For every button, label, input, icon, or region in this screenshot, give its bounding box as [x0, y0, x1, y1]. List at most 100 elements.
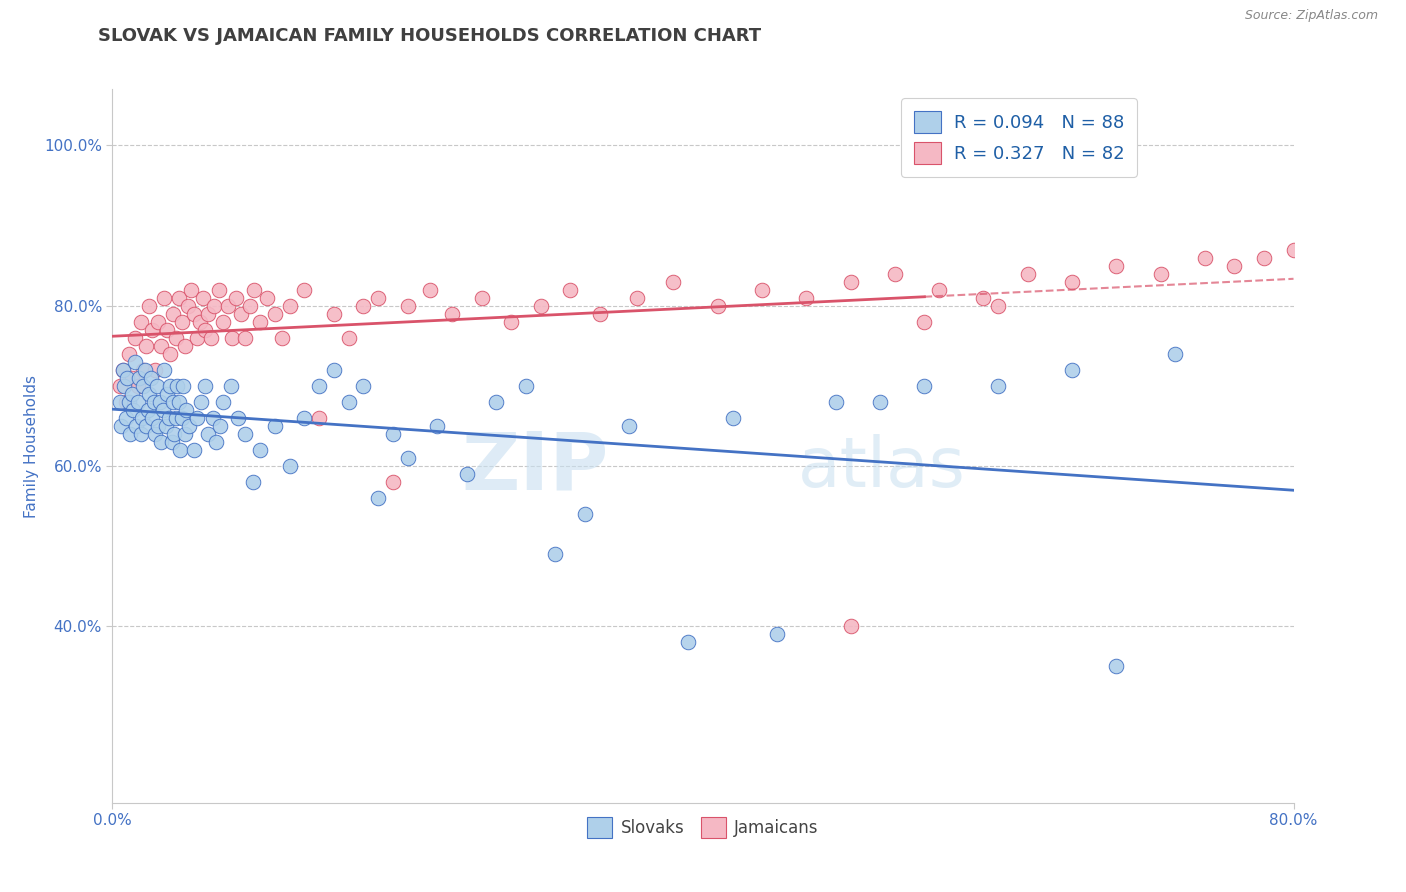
Point: [125, 419, 148, 434]
Point: [167, 395, 190, 409]
Point: [183, 442, 205, 457]
Point: [217, 299, 239, 313]
Point: [367, 291, 389, 305]
Point: [323, 363, 346, 377]
Point: [128, 371, 150, 385]
Point: [249, 315, 271, 329]
Point: [150, 435, 173, 450]
Point: [124, 331, 146, 345]
Point: [108, 379, 131, 393]
Point: [323, 307, 346, 321]
Point: [170, 411, 193, 425]
Point: [1282, 243, 1305, 257]
Point: [138, 299, 160, 313]
Point: [110, 419, 132, 434]
Point: [766, 627, 789, 641]
Point: [177, 299, 200, 313]
Point: [456, 467, 478, 481]
Point: [202, 299, 225, 313]
Point: [160, 435, 183, 450]
Point: [249, 442, 271, 457]
Point: [197, 427, 219, 442]
Text: SLOVAK VS JAMAICAN FAMILY HOUSEHOLDS CORRELATION CHART: SLOVAK VS JAMAICAN FAMILY HOUSEHOLDS COR…: [98, 27, 762, 45]
Point: [212, 395, 235, 409]
Point: [156, 323, 179, 337]
Point: [120, 427, 142, 442]
Point: [209, 419, 232, 434]
Point: [308, 379, 330, 393]
Point: [292, 411, 315, 425]
Point: [973, 291, 995, 305]
Point: [157, 411, 180, 425]
Point: [155, 419, 177, 434]
Point: [796, 291, 818, 305]
Point: [441, 307, 464, 321]
Point: [239, 299, 262, 313]
Point: [150, 339, 173, 353]
Point: [186, 411, 208, 425]
Point: [174, 403, 197, 417]
Point: [129, 427, 152, 442]
Point: [167, 291, 190, 305]
Point: [382, 475, 405, 489]
Point: [529, 299, 551, 313]
Point: [264, 307, 287, 321]
Point: [226, 411, 249, 425]
Point: [1150, 267, 1173, 281]
Point: [153, 363, 176, 377]
Point: [229, 307, 252, 321]
Point: [987, 379, 1010, 393]
Point: [111, 363, 134, 377]
Point: [308, 411, 330, 425]
Point: [212, 315, 235, 329]
Point: [485, 395, 508, 409]
Point: [292, 283, 315, 297]
Point: [751, 283, 773, 297]
Point: [1223, 259, 1246, 273]
Point: [152, 403, 174, 417]
Point: [165, 331, 187, 345]
Point: [914, 379, 936, 393]
Point: [111, 363, 134, 377]
Point: [194, 323, 217, 337]
Point: [159, 379, 181, 393]
Point: [470, 291, 494, 305]
Point: [271, 331, 294, 345]
Point: [131, 411, 153, 425]
Point: [146, 379, 169, 393]
Point: [928, 283, 950, 297]
Legend: Slovaks, Jamaicans: Slovaks, Jamaicans: [581, 811, 825, 845]
Point: [278, 299, 301, 313]
Point: [1062, 363, 1084, 377]
Point: [337, 331, 360, 345]
Point: [114, 395, 136, 409]
Point: [869, 395, 891, 409]
Point: [721, 411, 744, 425]
Point: [256, 291, 278, 305]
Point: [1105, 659, 1128, 673]
Point: [1062, 275, 1084, 289]
Point: [396, 450, 419, 465]
Point: [221, 331, 243, 345]
Point: [141, 411, 163, 425]
Point: [662, 275, 685, 289]
Text: atlas: atlas: [797, 434, 966, 501]
Point: [208, 283, 231, 297]
Point: [148, 419, 170, 434]
Point: [132, 363, 155, 377]
Point: [619, 419, 641, 434]
Point: [839, 619, 862, 633]
Point: [138, 387, 160, 401]
Point: [839, 275, 862, 289]
Point: [419, 283, 441, 297]
Point: [165, 411, 187, 425]
Point: [1194, 251, 1216, 265]
Point: [118, 395, 141, 409]
Point: [136, 403, 159, 417]
Point: [352, 299, 374, 313]
Point: [166, 379, 188, 393]
Point: [382, 427, 405, 442]
Point: [190, 395, 212, 409]
Point: [122, 403, 145, 417]
Point: [515, 379, 537, 393]
